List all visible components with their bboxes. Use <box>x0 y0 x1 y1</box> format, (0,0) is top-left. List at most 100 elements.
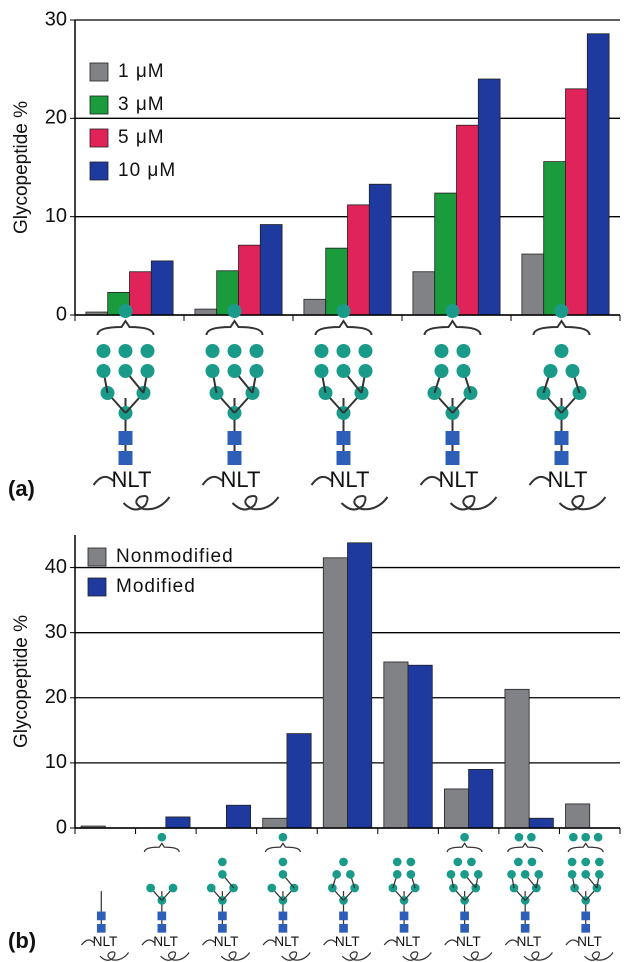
mannose <box>228 304 242 318</box>
legend-swatch <box>88 578 106 596</box>
glcnac <box>337 451 351 465</box>
mannose <box>460 833 469 842</box>
bar <box>287 734 311 828</box>
peptide-label: NLT <box>439 467 479 492</box>
mannose <box>594 833 603 842</box>
glcnac <box>97 912 106 921</box>
mannose <box>595 858 604 867</box>
peptide-line <box>312 477 332 485</box>
brace <box>425 321 481 335</box>
glycan-icon: NLT <box>530 304 606 510</box>
y-axis-label: Glycopeptide % <box>11 615 32 748</box>
glcnac <box>555 431 569 445</box>
mannose <box>568 870 577 879</box>
glcnac <box>446 431 460 445</box>
mannose <box>566 364 580 378</box>
bar <box>195 309 217 315</box>
mannose <box>359 364 373 378</box>
mannose <box>527 833 536 842</box>
brace <box>568 843 603 852</box>
glcnac <box>339 924 348 933</box>
glycan-icon: NLT <box>421 304 497 510</box>
glcnac <box>521 924 530 933</box>
mannose <box>515 833 524 842</box>
mannose <box>435 344 449 358</box>
glycan-icon: NLT <box>384 858 431 961</box>
mannose <box>339 858 348 867</box>
mannose <box>141 344 155 358</box>
glcnac <box>279 924 288 933</box>
y-tick-label: 40 <box>45 556 67 578</box>
bar <box>566 804 590 828</box>
bar <box>151 261 173 315</box>
legend-label: Modified <box>116 576 196 597</box>
y-tick-label: 20 <box>45 107 67 129</box>
y-tick-label: 10 <box>45 751 67 773</box>
peptide-coil <box>124 496 170 510</box>
bar <box>323 558 347 828</box>
legend-label: 5 μM <box>118 127 165 148</box>
mannose <box>568 858 577 867</box>
mannose <box>447 870 456 879</box>
mannose <box>337 364 351 378</box>
peptide-coil <box>100 952 129 960</box>
legend-swatch <box>90 63 108 81</box>
mannose <box>250 364 264 378</box>
bar <box>348 205 370 315</box>
mannose <box>393 870 402 879</box>
peptide-line <box>445 940 457 945</box>
glcnac <box>460 912 469 921</box>
peptide-label: NLT <box>395 934 420 949</box>
mannose <box>279 858 288 867</box>
mannose <box>528 858 537 867</box>
mannose <box>337 304 351 318</box>
glcnac <box>337 431 351 445</box>
mannose <box>218 858 227 867</box>
mannose <box>507 870 516 879</box>
peptide-label: NLT <box>456 934 481 949</box>
bar <box>478 79 500 315</box>
mannose <box>411 884 420 893</box>
bar <box>522 254 544 315</box>
glcnac <box>581 924 590 933</box>
glcnac <box>339 912 348 921</box>
mannose <box>315 364 329 378</box>
bar <box>226 805 250 828</box>
legend-label: Nonmodified <box>116 546 234 567</box>
mannose <box>407 870 416 879</box>
bar <box>444 789 468 828</box>
bar <box>263 818 287 828</box>
mannose <box>457 344 471 358</box>
y-tick-label: 20 <box>45 686 67 708</box>
mannose <box>315 344 329 358</box>
brace <box>144 843 179 852</box>
mannose <box>457 364 471 378</box>
mannose <box>328 884 337 893</box>
peptide-coil <box>161 952 190 960</box>
mannose <box>435 364 449 378</box>
glcnac <box>119 451 133 465</box>
peptide-label: NLT <box>221 467 261 492</box>
glcnac <box>279 912 288 921</box>
bar <box>457 125 479 315</box>
glcnac <box>460 924 469 933</box>
mannose <box>97 364 111 378</box>
mannose <box>218 870 227 879</box>
mannose <box>581 870 590 879</box>
mannose <box>474 870 483 879</box>
legend-swatch <box>88 548 106 566</box>
glcnac <box>157 924 166 933</box>
bar <box>435 193 457 315</box>
legend-swatch <box>90 96 108 114</box>
glcnac <box>555 451 569 465</box>
mannose <box>157 833 166 842</box>
peptide-coil <box>282 952 311 960</box>
peptide-label: NLT <box>153 934 178 949</box>
mannose <box>544 364 558 378</box>
figure: 0102030Glycopeptide %1 μM3 μM5 μM10 μMNL… <box>0 0 628 962</box>
mannose <box>467 858 476 867</box>
bar <box>566 89 588 315</box>
brace <box>98 321 154 335</box>
peptide-line <box>566 940 578 945</box>
glycan-icon: NLT <box>445 833 492 960</box>
